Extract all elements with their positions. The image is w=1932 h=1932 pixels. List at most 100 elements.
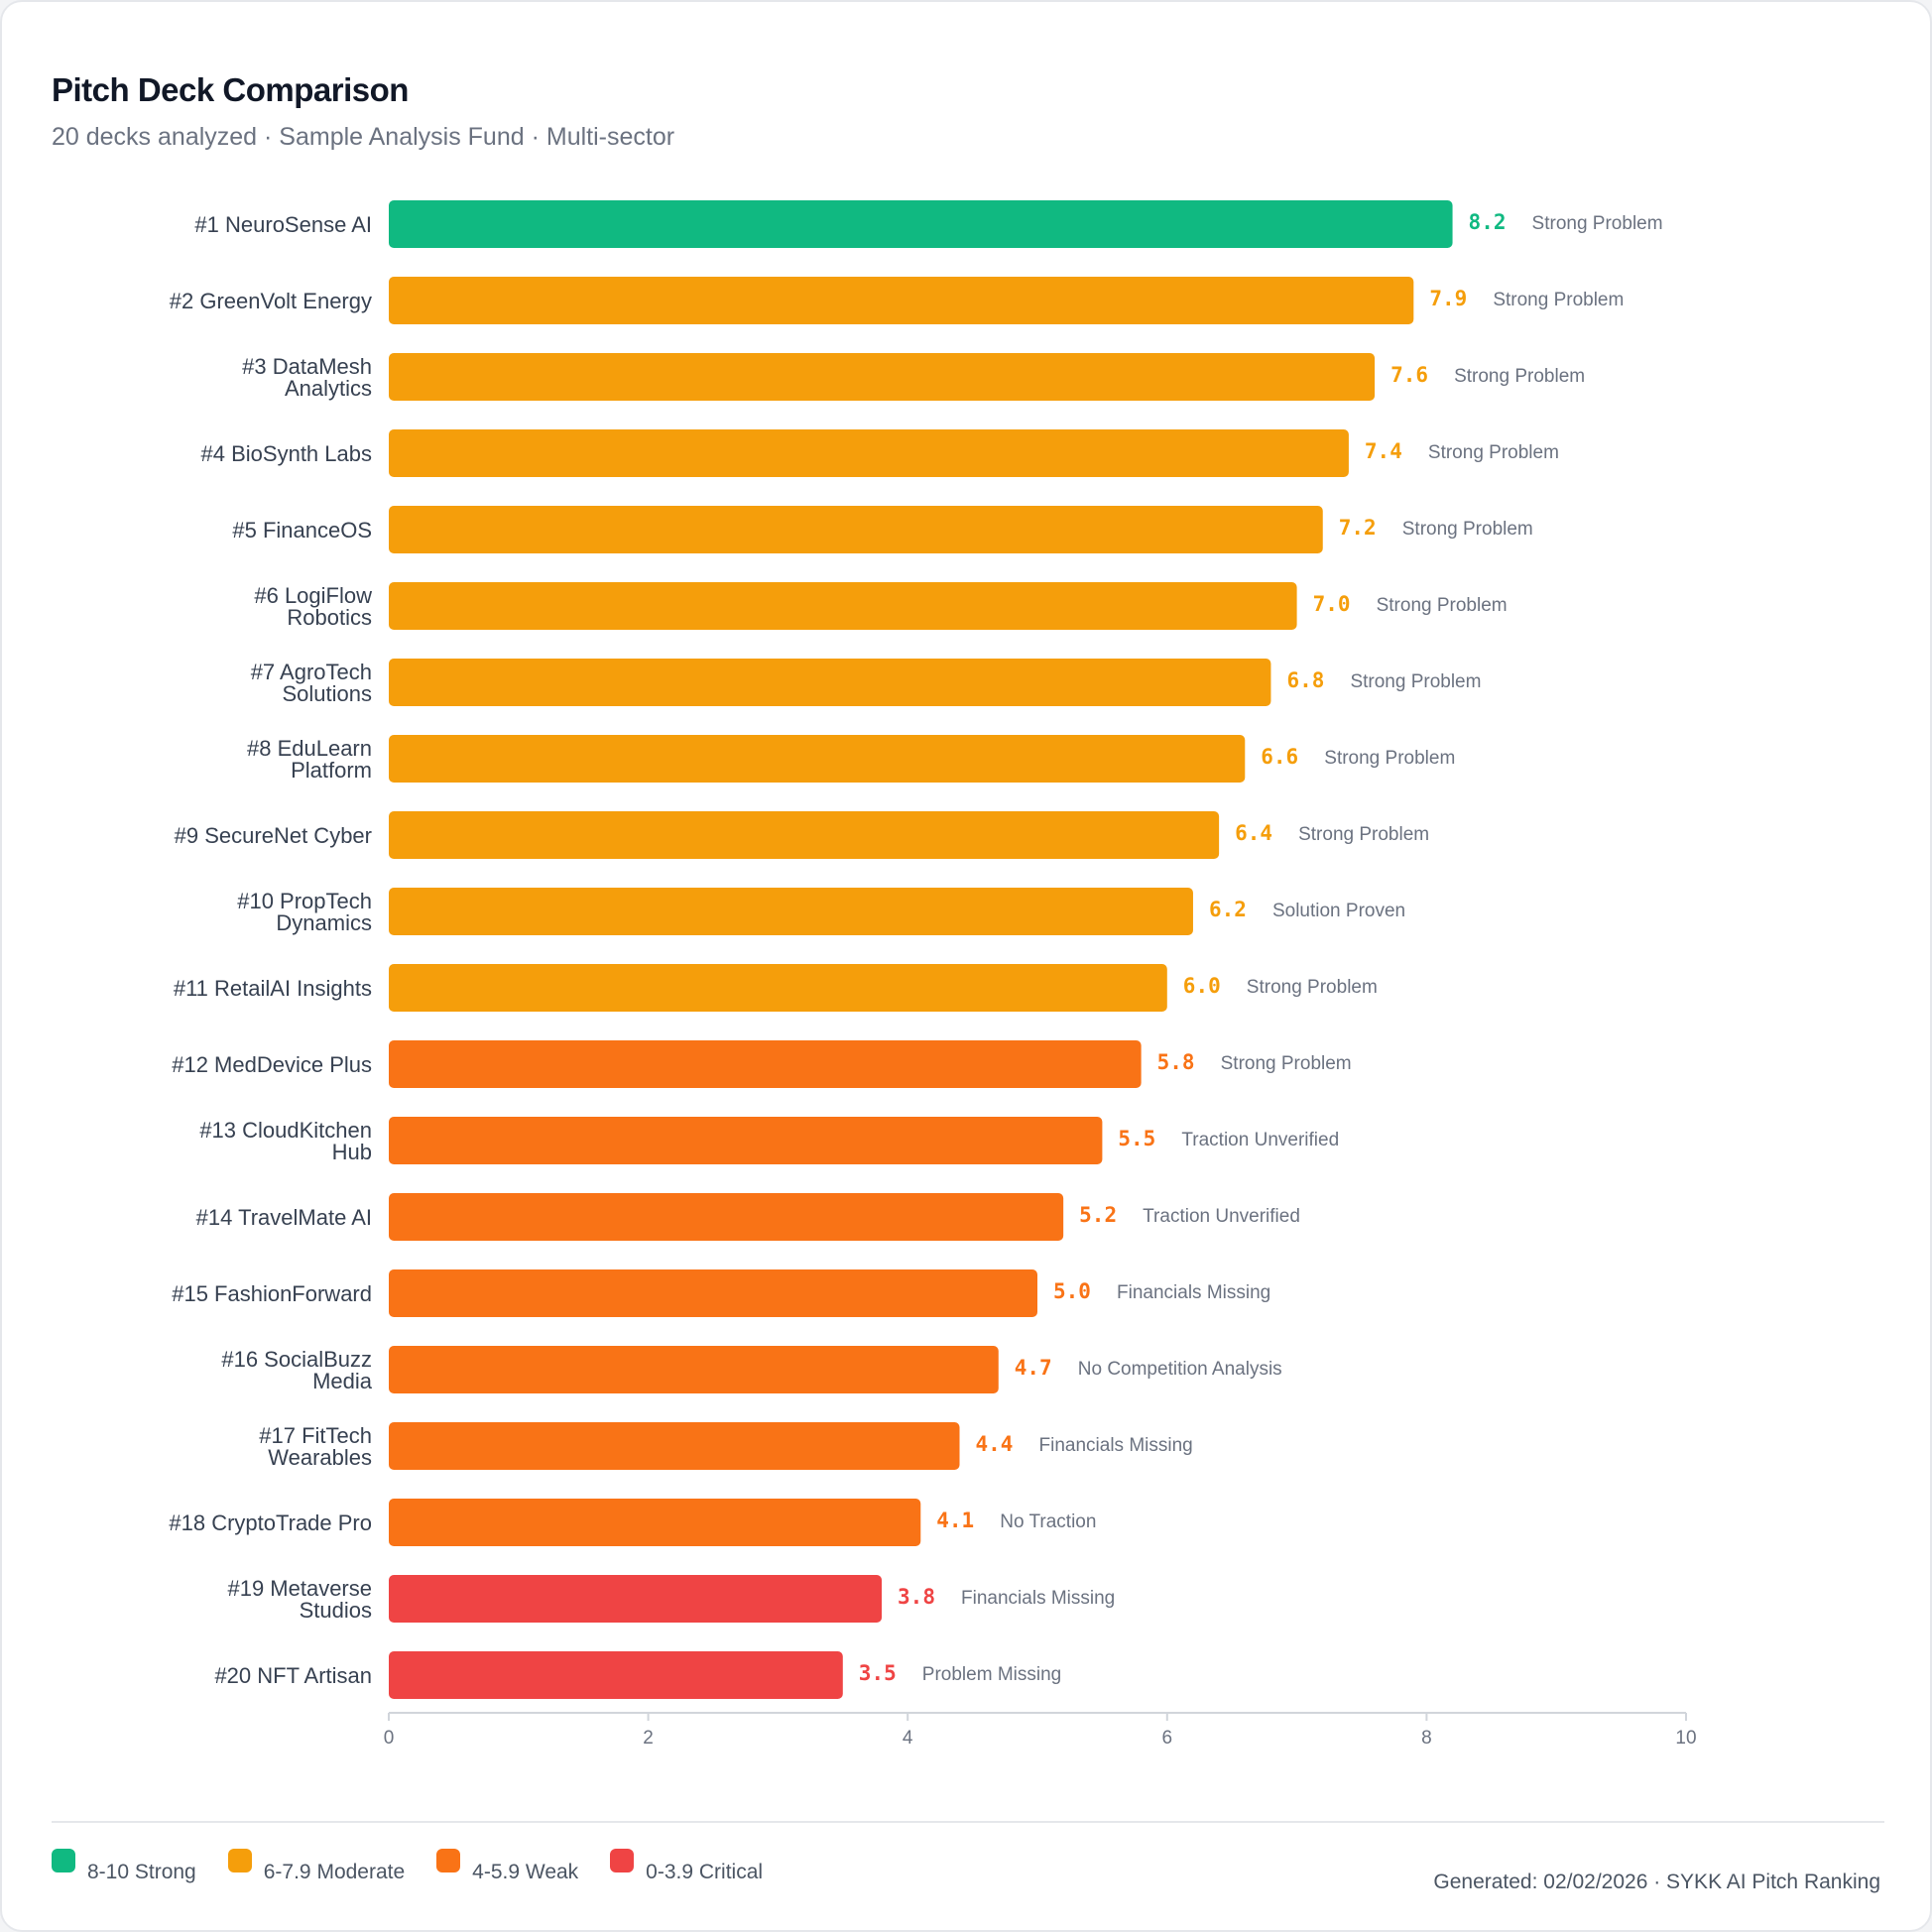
bar-5 <box>389 506 1323 553</box>
category-label-line: #13 CloudKitchen <box>199 1118 372 1143</box>
category-label-line: #10 PropTech <box>237 889 372 913</box>
bar-1 <box>389 200 1453 248</box>
category-label-4: #4 BioSynth Labs <box>201 441 372 466</box>
category-label-10: #10 PropTech Dynamics <box>237 889 372 935</box>
category-label-line: Platform <box>291 758 372 783</box>
category-label-1: #1 NeuroSense AI <box>194 212 372 237</box>
legend: 8-10 Strong 6-7.9 Moderate 4-5.9 Weak 0-… <box>52 1849 794 1883</box>
category-label-line: #2 GreenVolt Energy <box>170 289 372 313</box>
category-label-line: #15 FashionForward <box>172 1281 372 1306</box>
value-label-10: 6.2 <box>1209 898 1247 921</box>
x-tick-label-6: 6 <box>1162 1728 1173 1749</box>
value-label-16: 4.7 <box>1015 1356 1052 1380</box>
generated-footer: Generated: 02/02/2026 · SYKK AI Pitch Ra… <box>1433 1871 1880 1893</box>
category-label-3: #3 DataMesh Analytics <box>242 354 372 401</box>
category-label-12: #12 MedDevice Plus <box>172 1052 372 1077</box>
annotation-label-14: Traction Unverified <box>1143 1206 1300 1227</box>
value-label-17: 4.4 <box>976 1432 1014 1456</box>
x-tick-label-0: 0 <box>384 1728 395 1749</box>
category-label-line: #12 MedDevice Plus <box>172 1052 372 1077</box>
value-label-14: 5.2 <box>1079 1203 1117 1227</box>
annotation-label-9: Strong Problem <box>1298 824 1429 845</box>
category-label-line: #18 CryptoTrade Pro <box>169 1510 372 1535</box>
legend-swatch-strong <box>52 1849 75 1872</box>
category-label-line: #11 RetailAI Insights <box>174 976 372 1001</box>
annotation-label-10: Solution Proven <box>1272 901 1405 921</box>
value-label-19: 3.8 <box>898 1585 935 1609</box>
bar-7 <box>389 659 1271 706</box>
chart-subtitle: 20 decks analyzed · Sample Analysis Fund… <box>52 123 675 151</box>
annotation-label-20: Problem Missing <box>922 1664 1061 1685</box>
bar-6 <box>389 582 1297 630</box>
x-tick-label-10: 10 <box>1675 1728 1696 1749</box>
bar-18 <box>389 1499 921 1546</box>
bar-3 <box>389 353 1376 401</box>
value-label-5: 7.2 <box>1339 516 1377 540</box>
annotation-label-12: Strong Problem <box>1221 1053 1352 1074</box>
legend-item-critical: 0-3.9 Critical <box>610 1849 763 1883</box>
value-label-2: 7.9 <box>1429 287 1467 310</box>
value-label-3: 7.6 <box>1390 363 1428 387</box>
category-label-line: #8 EduLearn <box>247 736 372 761</box>
legend-swatch-critical <box>610 1849 635 1872</box>
chart-title: Pitch Deck Comparison <box>52 71 409 108</box>
legend-item-strong: 8-10 Strong <box>52 1849 196 1883</box>
category-label-11: #11 RetailAI Insights <box>174 976 372 1001</box>
legend-label-moderate: 6-7.9 Moderate <box>263 1861 406 1883</box>
value-label-20: 3.5 <box>859 1661 897 1685</box>
category-label-line: #4 BioSynth Labs <box>201 441 372 466</box>
value-label-11: 6.0 <box>1183 974 1221 998</box>
category-label-18: #18 CryptoTrade Pro <box>169 1510 372 1535</box>
annotation-label-5: Strong Problem <box>1402 519 1533 540</box>
annotation-label-19: Financials Missing <box>961 1588 1115 1609</box>
category-label-line: Solutions <box>282 681 372 706</box>
annotation-label-8: Strong Problem <box>1324 748 1455 769</box>
bar-12 <box>389 1040 1142 1088</box>
category-label-14: #14 TravelMate AI <box>196 1205 372 1230</box>
value-label-1: 8.2 <box>1469 210 1507 234</box>
legend-label-critical: 0-3.9 Critical <box>646 1861 764 1883</box>
annotation-label-13: Traction Unverified <box>1181 1130 1339 1150</box>
category-label-line: Wearables <box>268 1445 372 1470</box>
x-tick-label-8: 8 <box>1421 1728 1432 1749</box>
bar-19 <box>389 1575 883 1623</box>
category-label-line: #1 NeuroSense AI <box>194 212 372 237</box>
bar-20 <box>389 1651 843 1699</box>
category-label-line: Analytics <box>285 376 372 401</box>
value-label-12: 5.8 <box>1157 1050 1195 1074</box>
legend-item-weak: 4-5.9 Weak <box>436 1849 578 1883</box>
category-label-7: #7 AgroTech Solutions <box>251 660 372 706</box>
value-label-8: 6.6 <box>1261 745 1298 769</box>
legend-item-moderate: 6-7.9 Moderate <box>227 1849 405 1883</box>
bar-4 <box>389 429 1349 477</box>
category-label-line: #9 SecureNet Cyber <box>175 823 372 848</box>
bar-9 <box>389 811 1220 859</box>
annotation-label-17: Financials Missing <box>1039 1435 1193 1456</box>
bar-chart: #1 NeuroSense AI 8.2 Strong Problem #2 Gree… <box>169 200 1697 1749</box>
legend-label-weak: 4-5.9 Weak <box>472 1861 579 1883</box>
category-label-19: #19 Metaverse Studios <box>227 1576 372 1623</box>
value-label-9: 6.4 <box>1235 821 1272 845</box>
value-label-7: 6.8 <box>1286 668 1324 692</box>
x-tick-label-4: 4 <box>903 1728 913 1749</box>
value-label-13: 5.5 <box>1118 1127 1155 1150</box>
x-tick-label-2: 2 <box>643 1728 654 1749</box>
legend-label-strong: 8-10 Strong <box>87 1861 196 1883</box>
category-label-line: #19 Metaverse <box>227 1576 372 1601</box>
bar-10 <box>389 888 1193 935</box>
annotation-label-16: No Competition Analysis <box>1078 1359 1282 1380</box>
category-label-9: #9 SecureNet Cyber <box>175 823 372 848</box>
bar-16 <box>389 1346 999 1393</box>
category-label-line: #6 LogiFlow <box>254 583 372 608</box>
category-label-line: #5 FinanceOS <box>232 518 372 543</box>
category-label-line: #14 TravelMate AI <box>196 1205 372 1230</box>
category-label-line: #17 FitTech <box>259 1423 372 1448</box>
annotation-label-2: Strong Problem <box>1493 290 1624 310</box>
category-label-line: Robotics <box>287 605 372 630</box>
bar-2 <box>389 277 1414 324</box>
category-label-17: #17 FitTech Wearables <box>259 1423 372 1470</box>
annotation-label-18: No Traction <box>1000 1511 1096 1532</box>
annotation-label-7: Strong Problem <box>1350 671 1481 692</box>
bar-13 <box>389 1117 1103 1164</box>
